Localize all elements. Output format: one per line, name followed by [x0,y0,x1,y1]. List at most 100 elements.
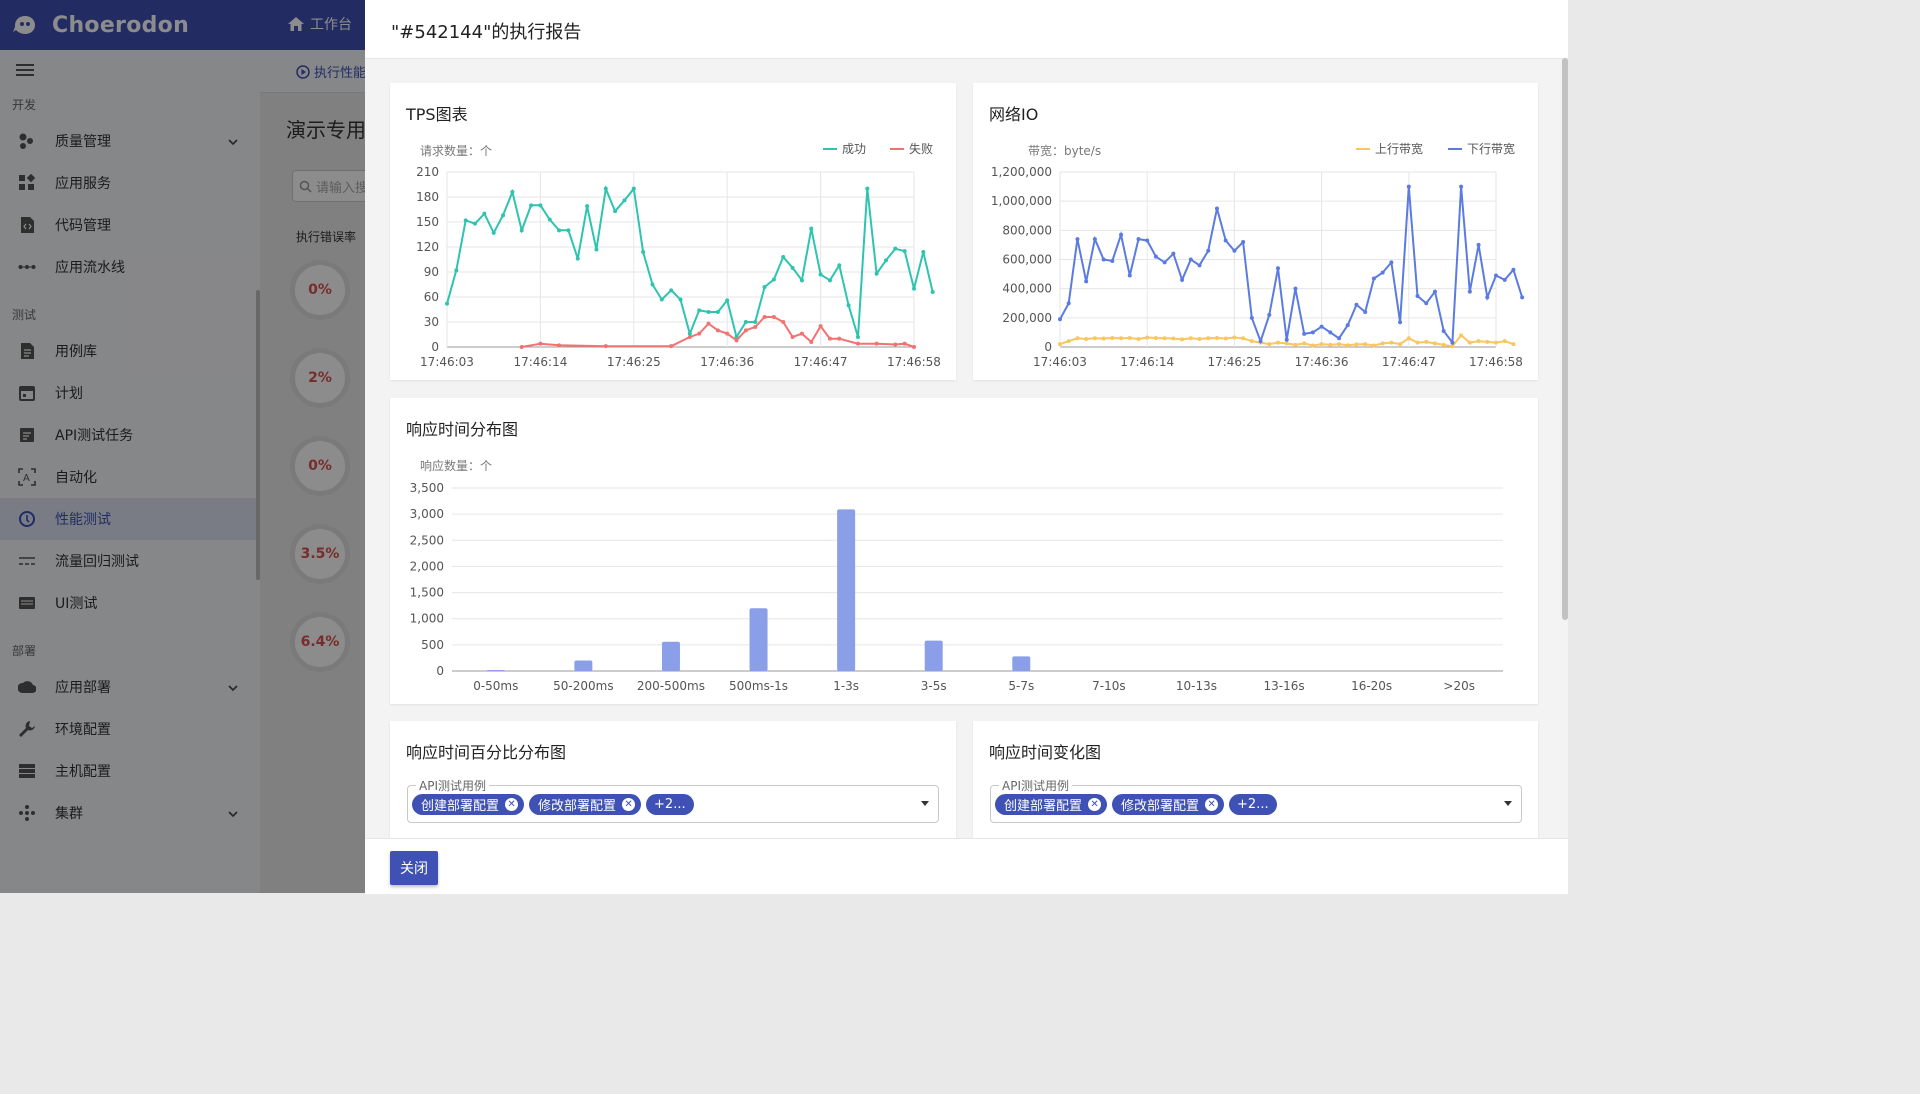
data-point [1197,336,1202,341]
bar [661,641,680,671]
x-tick-label: 3-5s [921,679,947,693]
sidebar-item[interactable]: 应用部署 [0,666,260,708]
dropdown-caret-icon[interactable] [1504,801,1512,806]
chip-remove-icon[interactable]: ✕ [1205,798,1219,811]
breadcrumb-item[interactable]: 执行性能 [296,62,366,81]
response-distribution-chart: 0 500 1,000 1,500 2,000 2,500 3,000 3,500 响应数量：个… [410,458,1503,693]
y-tick-label: 90 [424,265,439,279]
api-task-icon [18,426,36,444]
data-point [687,331,692,336]
sidebar-item[interactable]: 集群 [0,792,260,834]
data-point [1354,342,1359,347]
wrench-icon [18,720,36,738]
sidebar-item[interactable]: 质量管理 [0,120,260,162]
sidebar-item[interactable]: 计划 [0,372,260,414]
bar [574,660,593,671]
data-point [1520,295,1525,300]
data-point [1502,339,1507,344]
chip[interactable]: 修改部署配置 ✕ [1112,794,1225,815]
data-point [1110,258,1115,263]
x-tick-label: 17:46:03 [420,355,474,369]
sidebar-item[interactable]: UI测试 [0,582,260,624]
sidebar-item[interactable]: 流量回归测试 [0,540,260,582]
legend-label: 上行带宽 [1375,141,1423,156]
chip-label: 创建部署配置 [1004,799,1083,814]
chip-remove-icon[interactable]: ✕ [1088,798,1102,811]
workbench-link[interactable]: 工作台 [288,14,352,34]
sidebar-item[interactable]: A 自动化 [0,456,260,498]
x-tick-label: 17:46:03 [1033,355,1087,369]
sidebar-item-label: 自动化 [55,470,97,486]
data-point [697,308,702,313]
data-point [1406,184,1411,189]
sidebar-item[interactable]: 性能测试 [0,498,260,540]
chevron-down-icon[interactable] [228,680,238,696]
chevron-down-icon[interactable] [228,134,238,150]
percentile-title: 响应时间百分比分布图 [406,743,567,762]
x-tick-label: 17:46:25 [607,355,661,369]
sidebar-item[interactable]: 应用服务 [0,162,260,204]
data-point [1092,336,1097,341]
chip-remove-icon[interactable]: ✕ [622,798,636,811]
y-tick-label: 150 [416,215,439,229]
x-tick-label: 17:46:47 [794,355,848,369]
data-point [799,278,804,283]
sidebar-item-label: 流量回归测试 [55,554,139,570]
chip[interactable]: 创建部署配置 ✕ [412,794,525,815]
data-point [1371,276,1376,281]
data-point [1145,238,1150,243]
x-tick-label: 500ms-1s [729,679,788,693]
api-case-select[interactable]: API测试用例 创建部署配置 ✕ 修改部署配置 ✕ +2... [990,777,1522,823]
x-tick-label: 17:46:58 [887,355,941,369]
modal-scrollbar[interactable] [1562,58,1568,620]
bar [1012,656,1031,671]
x-tick-label: 5-7s [1008,679,1034,693]
api-case-select[interactable]: API测试用例 创建部署配置 ✕ 修改部署配置 ✕ +2... [407,777,939,823]
ui-test-icon [18,594,36,612]
error-rate-column-header: 执行错误率 [296,230,357,244]
data-point [538,341,543,346]
chip[interactable]: 修改部署配置 ✕ [529,794,642,815]
data-point [893,342,898,347]
data-point [912,345,916,349]
x-tick-label: 17:46:25 [1207,355,1261,369]
data-point [1389,340,1394,345]
x-tick-label: 1-3s [833,679,859,693]
data-point [1511,342,1516,347]
close-button[interactable]: 关闭 [390,851,438,885]
search-icon [299,180,312,193]
sidebar-item[interactable]: 应用流水线 [0,246,260,288]
sidebar: Choerodon 开发 质量管理 应用服务 代码管理 应用流水线 测试 用例库 计划 API测… [0,0,260,893]
data-point [1145,335,1150,340]
data-point [706,321,711,326]
data-point [1058,317,1062,322]
sidebar-scrollbar[interactable] [256,290,260,580]
chevron-down-icon[interactable] [228,806,238,822]
dropdown-caret-icon[interactable] [921,801,929,806]
brand[interactable]: Choerodon [0,0,260,50]
sidebar-item-label: 应用服务 [55,176,111,192]
x-tick-label: 17:46:14 [513,355,567,369]
sidebar-item[interactable]: 主机配置 [0,750,260,792]
data-point [1119,336,1124,341]
bar [486,669,505,671]
sidebar-item[interactable]: 用例库 [0,330,260,372]
more-chips[interactable]: +2... [1229,794,1277,815]
data-point [1162,260,1167,265]
sidebar-item[interactable]: API测试任务 [0,414,260,456]
sidebar-item[interactable]: 代码管理 [0,204,260,246]
data-point [706,310,711,314]
menu-toggle[interactable] [0,50,260,90]
data-point [1328,330,1333,335]
data-point [1415,293,1420,298]
more-chips[interactable]: +2... [646,794,694,815]
y-tick-label: 30 [424,315,439,329]
data-point [1188,336,1193,341]
sidebar-item[interactable]: 环境配置 [0,708,260,750]
y-axis-unit: 响应数量：个 [420,458,492,473]
case-library-icon [18,342,36,360]
data-point [1162,336,1167,341]
chip-remove-icon[interactable]: ✕ [505,798,519,811]
chip[interactable]: 创建部署配置 ✕ [995,794,1108,815]
data-point [1136,237,1141,242]
